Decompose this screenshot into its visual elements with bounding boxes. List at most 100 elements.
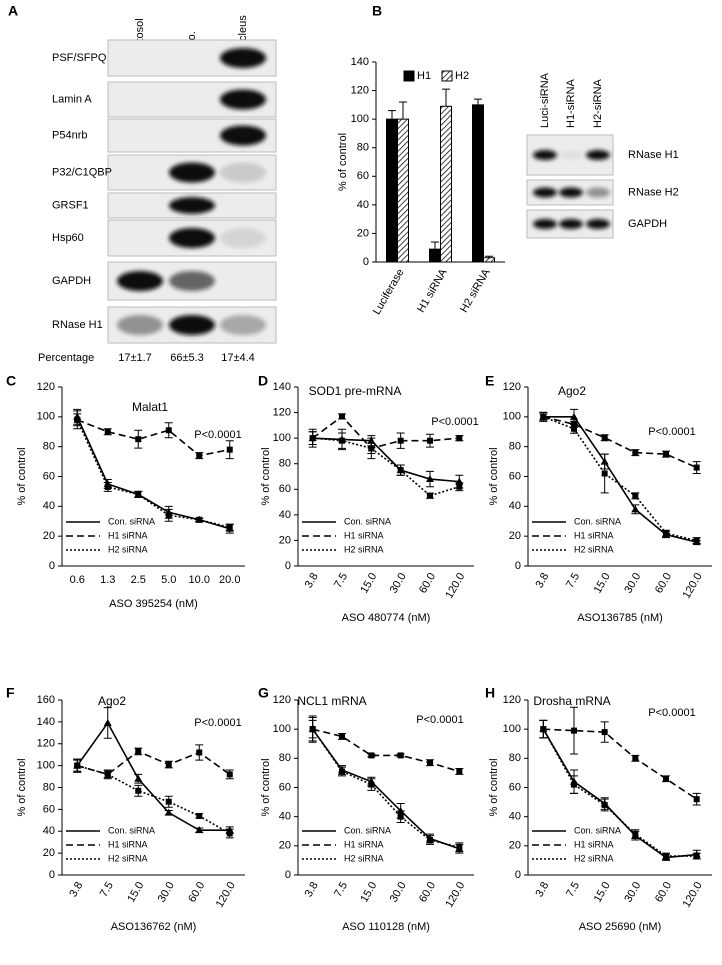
x-tick-label: 20.0 [219, 574, 240, 586]
y-tick-label: 80 [279, 458, 291, 470]
y-tick-label: 100 [503, 723, 521, 735]
y-tick-label: 140 [37, 716, 55, 728]
x-tick-label: 7.5 [564, 571, 582, 590]
marker [74, 762, 81, 769]
x-tick-label: H1 siRNA [415, 266, 450, 314]
legend-label: H2 siRNA [108, 544, 148, 554]
series-line [76, 416, 230, 530]
row-label: Lamin A [52, 93, 92, 105]
marker [456, 435, 463, 442]
x-tick-label: 30.0 [622, 880, 643, 905]
y-tick-label: 120 [503, 381, 521, 393]
marker [165, 798, 172, 805]
band [559, 187, 583, 198]
x-tick-label: 1.3 [100, 574, 115, 586]
band [586, 150, 610, 160]
marker [427, 437, 433, 444]
x-axis-label: ASO 110128 (nM) [342, 921, 430, 933]
x-tick-label: 15.0 [125, 880, 146, 905]
row-label: RNase H1 [52, 319, 103, 331]
row-label: RNase H1 [628, 149, 679, 161]
chart-title: Malat1 [132, 400, 168, 414]
y-tick-label: 120 [273, 406, 291, 418]
x-tick-label: 60.0 [653, 880, 674, 905]
series-line [543, 416, 697, 543]
row-label: PSF/SFPQ [52, 52, 107, 64]
x-tick-label: 30.0 [622, 571, 643, 596]
legend-swatch [441, 70, 453, 82]
y-tick-label: 60 [509, 470, 521, 482]
band [169, 271, 215, 291]
series-line [76, 419, 230, 528]
y-tick-label: 100 [37, 760, 55, 772]
axes [527, 700, 712, 876]
y-tick-label: 60 [279, 781, 291, 793]
x-tick-label: 7.5 [332, 880, 350, 899]
y-tick-label: 120 [37, 381, 55, 393]
annotation: P<0.0001 [194, 717, 241, 729]
chart-title: NCL1 mRNA [297, 694, 366, 708]
marker [165, 512, 172, 519]
series-line [77, 764, 231, 835]
x-tick-label: 60.0 [186, 880, 207, 905]
lane-label: H1-siRNA [565, 78, 577, 128]
y-tick-label: 40 [509, 500, 521, 512]
marker [632, 492, 639, 499]
percentage: 66±5.3 [170, 352, 204, 364]
x-tick-label: 60.0 [417, 571, 438, 596]
series-line [312, 728, 460, 849]
marker [663, 451, 669, 458]
x-tick-label: 30.0 [388, 880, 409, 905]
y-axis-label: % of control [337, 133, 349, 191]
marker [571, 727, 577, 734]
y-tick-label: 120 [503, 694, 521, 706]
marker [663, 775, 669, 782]
marker [74, 416, 81, 423]
marker [196, 516, 203, 523]
band [169, 197, 215, 214]
y-tick-label: 60 [357, 170, 369, 182]
y-tick-label: 0 [49, 869, 55, 881]
x-tick-label: 60.0 [417, 880, 438, 905]
bar [440, 105, 452, 263]
error-bar [442, 88, 450, 107]
y-tick-label: 0 [285, 869, 291, 881]
chart-title: Ago2 [98, 694, 126, 708]
legend-label: H1 siRNA [344, 530, 384, 540]
row-label: P32/C1QBP [52, 166, 112, 178]
marker [540, 726, 547, 733]
chart-title: SOD1 pre-mRNA [309, 384, 402, 398]
panel-letter: G [258, 685, 269, 701]
y-tick-label: 20 [509, 530, 521, 542]
bar [429, 248, 441, 263]
legend-label: H2 [455, 70, 469, 82]
y-tick-label: 40 [43, 500, 55, 512]
marker [632, 755, 639, 762]
marker [540, 413, 547, 420]
x-tick-label: 60.0 [653, 571, 674, 596]
marker [601, 434, 608, 441]
panel-letter: C [6, 373, 16, 389]
legend-label: H1 siRNA [108, 839, 148, 849]
band [586, 219, 610, 229]
y-tick-label: 80 [357, 142, 369, 154]
series-line [312, 437, 460, 483]
band [117, 271, 163, 291]
x-tick-label: 30.0 [388, 571, 409, 596]
marker [196, 749, 203, 756]
y-tick-label: 0 [49, 560, 55, 572]
legend-label: Con. siRNA [574, 825, 621, 835]
chart: G % of control 0 20 40 60 80 100 120 NCL1 mRNA P<0… [258, 685, 474, 933]
y-tick-label: 60 [279, 483, 291, 495]
error-bar [388, 110, 396, 120]
series-line [542, 728, 697, 857]
band [533, 219, 557, 229]
chart-title: Ago2 [558, 384, 586, 398]
x-tick-label: 3.8 [67, 880, 85, 899]
x-tick-label: 15.0 [592, 880, 613, 905]
x-tick-label: Luciferase [371, 267, 407, 317]
chart: F % of control 0 20 40 60 80 100 120 140 160 Ago2 P<… [6, 685, 245, 933]
marker [165, 761, 172, 768]
error-bar [485, 255, 493, 258]
